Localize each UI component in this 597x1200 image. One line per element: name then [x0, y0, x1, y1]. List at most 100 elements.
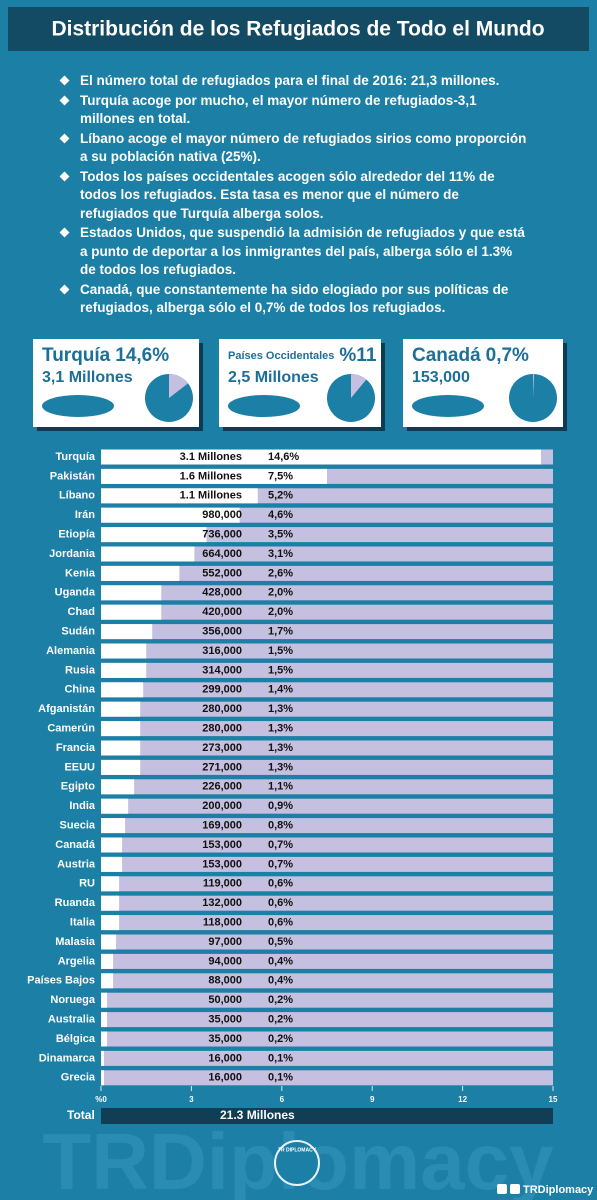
value-label: 14,6%: [268, 451, 299, 463]
value-label: 0,6%: [268, 917, 293, 929]
country-label: Afganistán: [38, 703, 95, 715]
country-label: Noruega: [50, 994, 96, 1006]
bar-track: [101, 682, 553, 698]
value-label: 2,0%: [268, 587, 293, 599]
value-label: 1,5%: [268, 645, 293, 657]
bar-track: [101, 934, 553, 950]
bar-track: [101, 546, 553, 562]
country-label: Ruanda: [55, 897, 96, 909]
count-label: 3.1 Millones: [180, 451, 242, 463]
country-label: Uganda: [55, 587, 96, 599]
country-label: Países Bajos: [27, 975, 95, 987]
bar: [101, 662, 147, 678]
bar: [101, 507, 240, 523]
bullet: Turquía acoge por mucho, el mayor número…: [58, 92, 528, 129]
country-label: Australia: [48, 1014, 96, 1026]
country-label: Canadá: [55, 839, 96, 851]
country-label: Etiopía: [58, 529, 96, 541]
country-label: Egipto: [61, 781, 95, 793]
country-label: Sudán: [61, 626, 95, 638]
logo: [274, 1140, 320, 1186]
x-tick-label: 12: [458, 1095, 467, 1104]
count-label: 664,000: [202, 548, 242, 560]
count-label: 200,000: [202, 800, 242, 812]
value-label: 7,5%: [268, 470, 293, 482]
bar-track: [101, 779, 553, 795]
bar: [101, 779, 135, 795]
bar-track: [101, 953, 553, 969]
x-tick-label: %0: [95, 1095, 107, 1104]
bullet: Estados Unidos, que suspendió la admisió…: [58, 224, 528, 280]
bar: [101, 837, 123, 853]
count-label: 153,000: [202, 839, 242, 851]
value-label: 0,4%: [268, 975, 293, 987]
bar-track: [101, 740, 553, 756]
country-label: EEUU: [64, 761, 95, 773]
count-label: 428,000: [202, 587, 242, 599]
card-stat: %11: [339, 345, 376, 366]
value-label: 0,7%: [268, 839, 293, 851]
bullet: Todos los países occidentales acogen sól…: [58, 168, 528, 224]
bar-track: [101, 915, 553, 931]
bar: [101, 759, 141, 775]
map: [228, 395, 300, 417]
bar-track: [101, 876, 553, 892]
bar: [101, 818, 126, 834]
country-label: Irán: [75, 509, 95, 521]
count-label: 16,000: [208, 1072, 242, 1084]
bar: [101, 682, 144, 698]
country-label: Italia: [70, 917, 96, 929]
value-label: 3,1%: [268, 548, 293, 560]
bar-track: [101, 759, 553, 775]
bar-track: [101, 818, 553, 834]
x-tick-label: 9: [370, 1095, 375, 1104]
bar: [101, 468, 327, 484]
bar-track: [101, 604, 553, 620]
country-label: Jordania: [49, 548, 96, 560]
count-label: 980,000: [202, 509, 242, 521]
value-label: 0,8%: [268, 820, 293, 832]
card-stat: 14,6%: [115, 345, 169, 366]
bar: [101, 798, 129, 814]
country-label: Grecia: [61, 1072, 96, 1084]
bar-track: [101, 992, 553, 1008]
country-label: Bélgica: [56, 1033, 96, 1045]
pie-slice: [351, 374, 367, 398]
card-name: Países Occidentales: [228, 350, 334, 362]
card-stat: 0,7%: [486, 345, 529, 366]
x-tick-label: 15: [549, 1095, 558, 1104]
bar: [101, 1012, 108, 1028]
value-label: 1,3%: [268, 723, 293, 735]
count-label: 35,000: [208, 1033, 242, 1045]
bar: [101, 953, 114, 969]
country-label: Turquía: [55, 451, 95, 463]
bullet-list: El número total de refugiados para el fi…: [58, 72, 528, 319]
bullet: Canadá, que constantemente ha sido elogi…: [58, 281, 528, 318]
value-label: 1,7%: [268, 626, 293, 638]
value-label: 0,5%: [268, 936, 293, 948]
country-label: Kenia: [65, 567, 96, 579]
bar: [101, 565, 180, 581]
bar-track: [101, 856, 553, 872]
count-label: 118,000: [203, 917, 242, 929]
value-label: 1,5%: [268, 664, 293, 676]
count-label: 119,000: [203, 878, 242, 890]
count-label: 314,000: [202, 664, 242, 676]
bar-track: [101, 973, 553, 989]
value-label: 5,2%: [268, 490, 293, 502]
count-label: 271,000: [202, 761, 242, 773]
value-label: 1,4%: [268, 684, 293, 696]
value-label: 2,6%: [268, 567, 293, 579]
bar: [101, 449, 541, 465]
count-label: 35,000: [208, 1014, 242, 1026]
title: Distribución de los Refugiados de Todo e…: [51, 18, 544, 41]
country-label: Francia: [56, 742, 96, 754]
total-value: 21.3 Millones: [220, 1108, 295, 1122]
bar-track: [101, 701, 553, 717]
country-label: RU: [79, 878, 95, 890]
count-label: 169,000: [202, 820, 242, 832]
country-label: Austria: [57, 858, 96, 870]
country-label: Malasia: [55, 936, 96, 948]
value-label: 0,2%: [268, 1033, 293, 1045]
